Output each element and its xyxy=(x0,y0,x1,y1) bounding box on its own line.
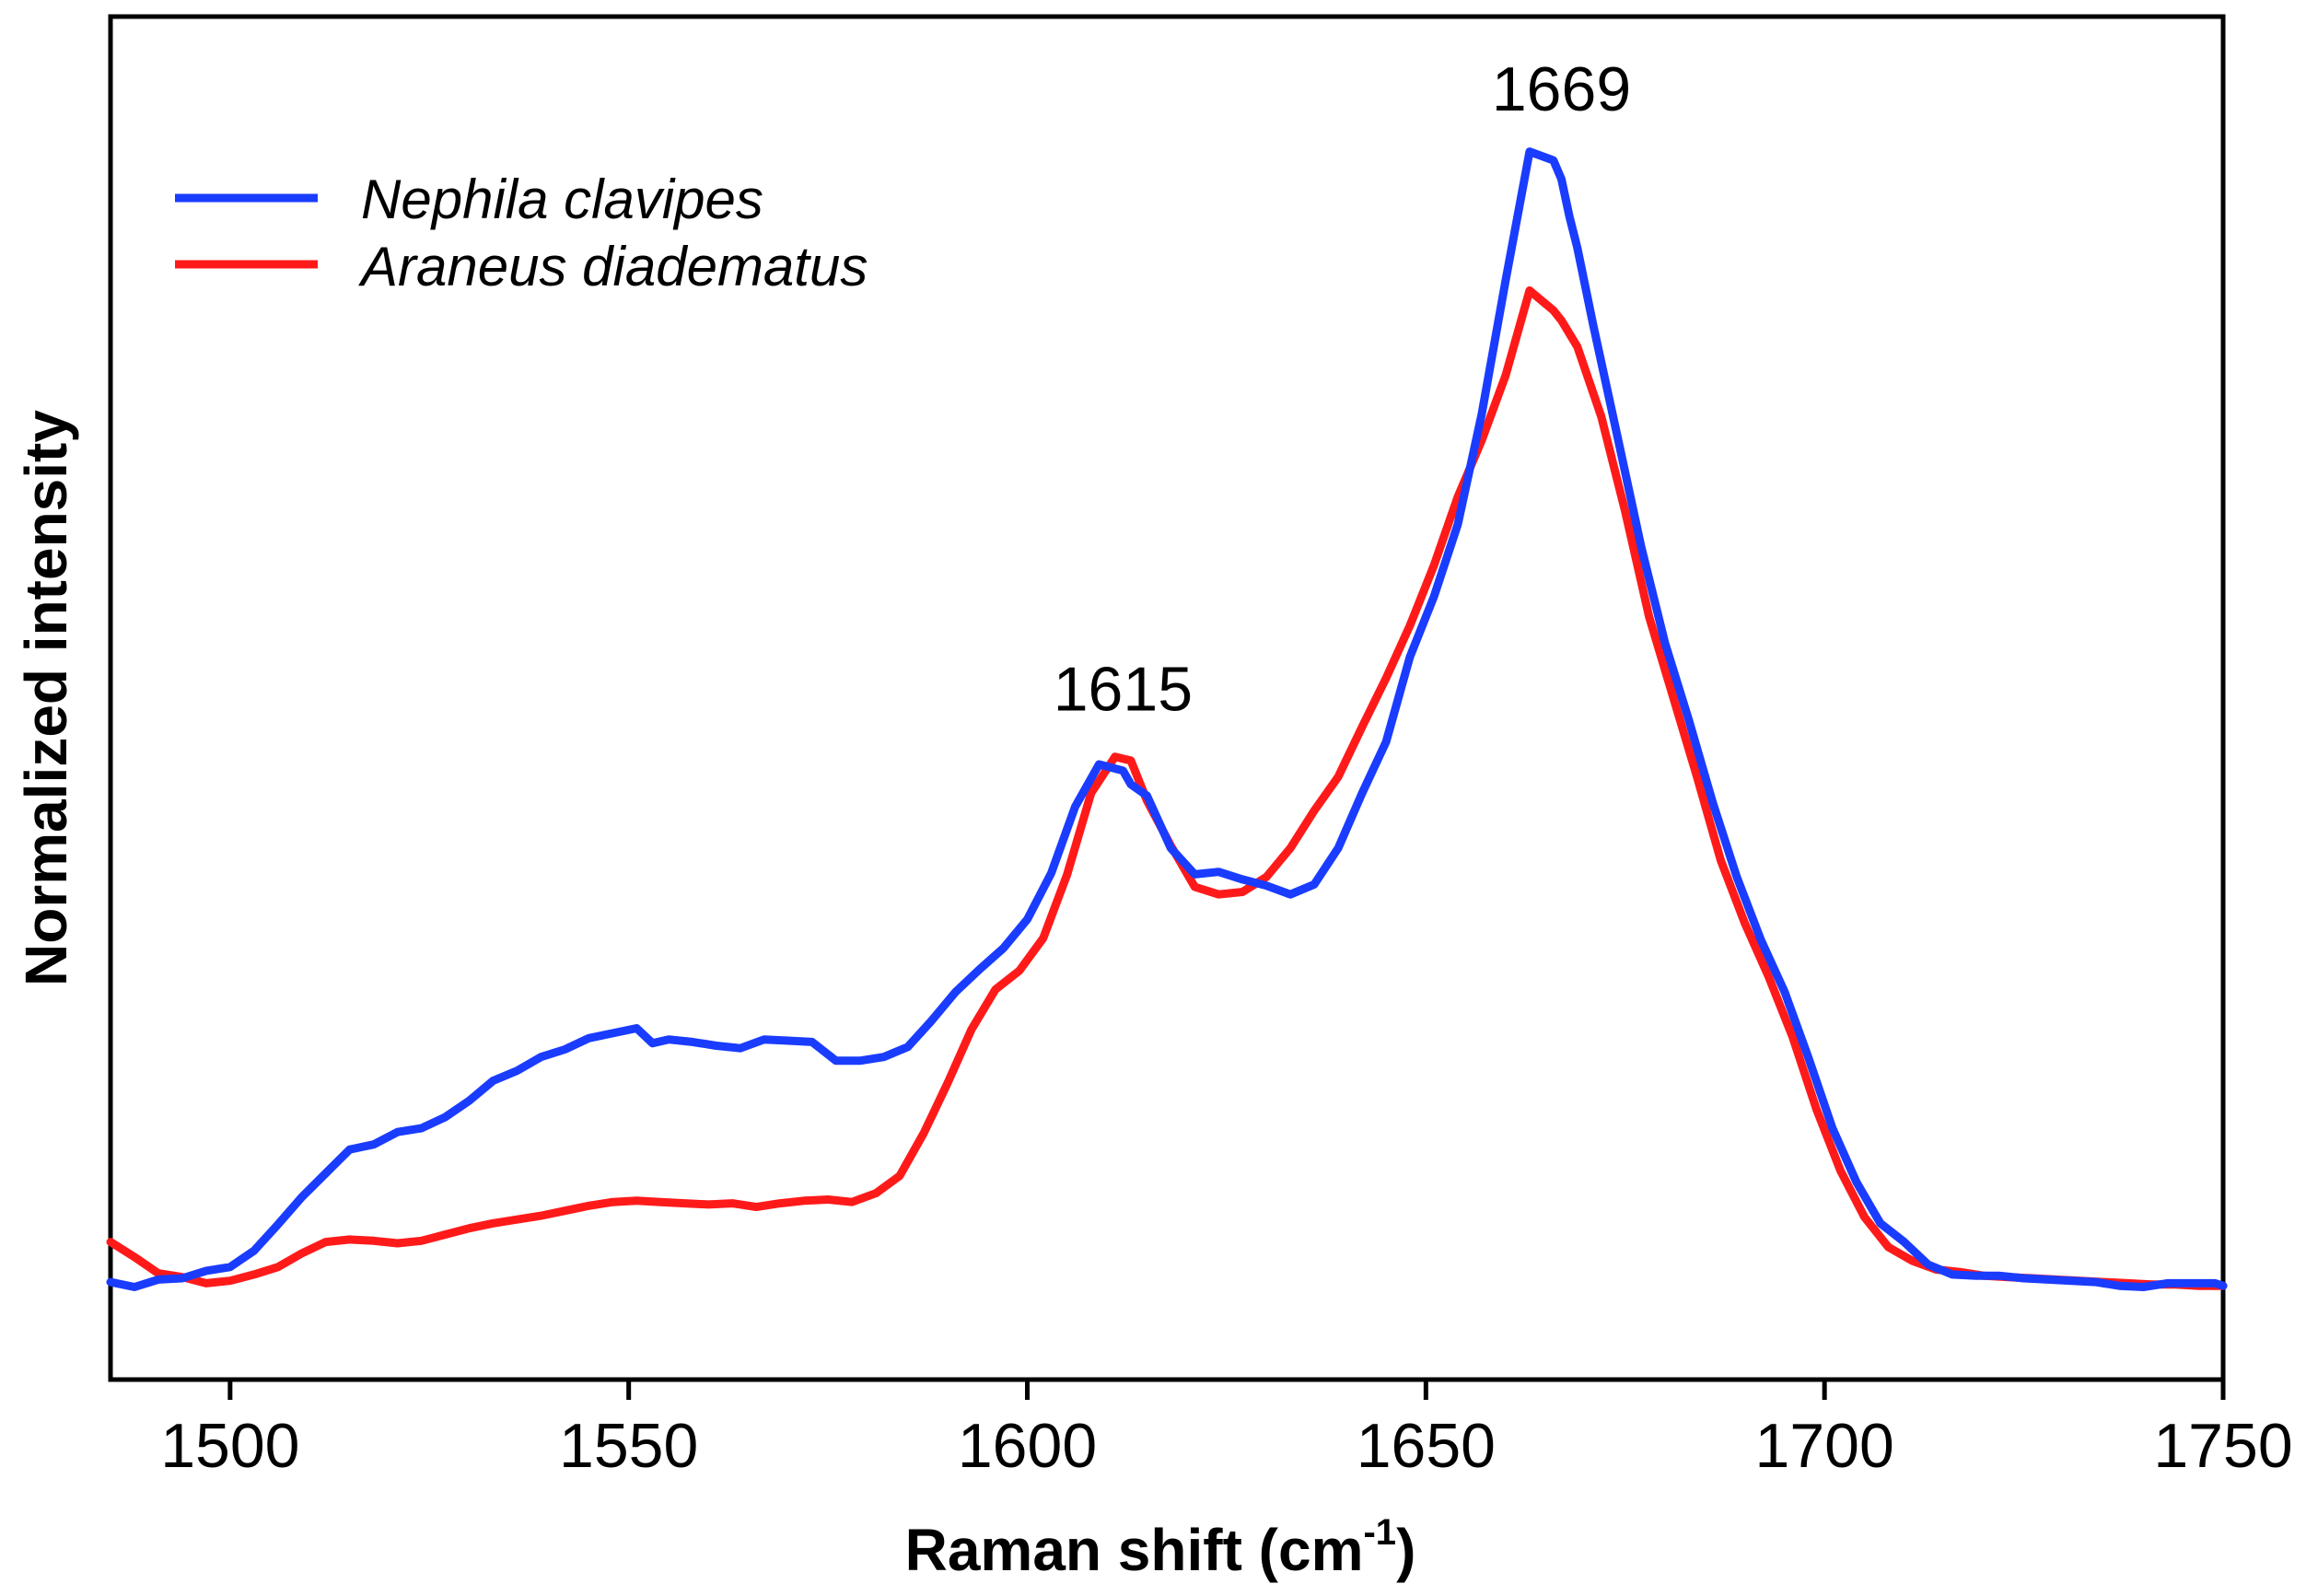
x-axis-ticks: 1500 1550 1600 1650 1700 1750 xyxy=(160,1380,2293,1481)
y-axis-title: Normalized intensity xyxy=(13,410,79,986)
x-tick-label: 1550 xyxy=(559,1411,698,1481)
series-line-nephila-clavipes xyxy=(106,147,2228,1291)
peak-annotations: 1615 1669 xyxy=(1054,54,1631,725)
x-tick-label: 1650 xyxy=(1357,1411,1496,1481)
x-tick-label: 1750 xyxy=(2153,1411,2292,1481)
peak-label: 1615 xyxy=(1054,655,1193,725)
x-tick-label: 1500 xyxy=(160,1411,299,1481)
series-line-araneus-diadematus xyxy=(106,285,2228,1290)
plot-frame xyxy=(108,14,2226,1382)
x-tick-label: 1700 xyxy=(1755,1411,1894,1481)
legend-label-nephila: Nephila clavipes xyxy=(361,169,763,230)
x-axis-title: Raman shift (cm-1) xyxy=(905,1512,1416,1583)
series-layer xyxy=(106,147,2228,1291)
legend: Nephila clavipes Araneus diadematus xyxy=(175,169,868,297)
peak-label: 1669 xyxy=(1492,54,1631,124)
x-tick-label: 1600 xyxy=(958,1411,1097,1481)
legend-label-araneus: Araneus diadematus xyxy=(358,236,868,297)
